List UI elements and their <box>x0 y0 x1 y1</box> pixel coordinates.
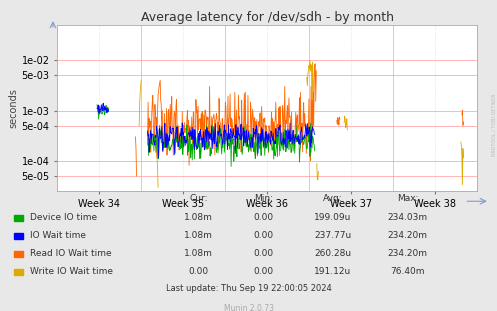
Text: 234.20m: 234.20m <box>388 231 427 240</box>
Text: Read IO Wait time: Read IO Wait time <box>30 249 111 258</box>
Text: 199.09u: 199.09u <box>314 213 352 222</box>
Text: Min:: Min: <box>254 193 273 202</box>
Text: 234.03m: 234.03m <box>388 213 427 222</box>
Text: 0.00: 0.00 <box>253 249 273 258</box>
Text: Last update: Thu Sep 19 22:00:05 2024: Last update: Thu Sep 19 22:00:05 2024 <box>166 284 331 293</box>
Y-axis label: seconds: seconds <box>8 88 18 128</box>
Text: Write IO Wait time: Write IO Wait time <box>30 267 113 276</box>
Text: 237.77u: 237.77u <box>315 231 351 240</box>
Text: 0.00: 0.00 <box>253 231 273 240</box>
Text: Cur:: Cur: <box>189 193 208 202</box>
Text: 0.00: 0.00 <box>253 267 273 276</box>
Text: 1.08m: 1.08m <box>184 231 213 240</box>
Text: RRDTOOL / TOBI OETIKER: RRDTOOL / TOBI OETIKER <box>491 93 496 156</box>
Text: 76.40m: 76.40m <box>390 267 425 276</box>
Text: Device IO time: Device IO time <box>30 213 97 222</box>
Text: Munin 2.0.73: Munin 2.0.73 <box>224 304 273 311</box>
Text: Max:: Max: <box>397 193 418 202</box>
Text: 0.00: 0.00 <box>189 267 209 276</box>
Text: 0.00: 0.00 <box>253 213 273 222</box>
Title: Average latency for /dev/sdh - by month: Average latency for /dev/sdh - by month <box>141 11 394 24</box>
Text: IO Wait time: IO Wait time <box>30 231 86 240</box>
Text: 260.28u: 260.28u <box>315 249 351 258</box>
Text: 1.08m: 1.08m <box>184 249 213 258</box>
Text: Avg:: Avg: <box>323 193 343 202</box>
Text: 191.12u: 191.12u <box>315 267 351 276</box>
Text: 234.20m: 234.20m <box>388 249 427 258</box>
Text: 1.08m: 1.08m <box>184 213 213 222</box>
